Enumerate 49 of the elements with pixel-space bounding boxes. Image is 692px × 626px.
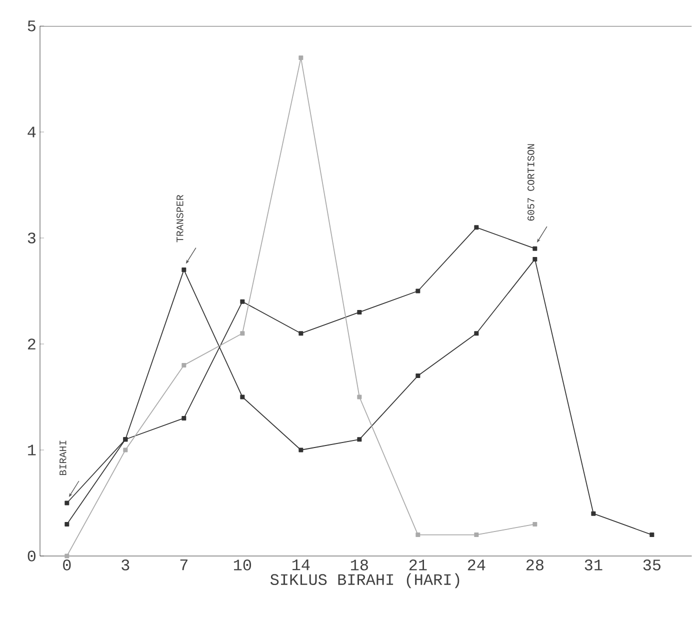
point [64, 500, 70, 506]
x-axis-title: SIKLUS BIRAHI (HARI) [270, 573, 460, 588]
point [474, 331, 479, 336]
y-tick-label: 1 [28, 444, 36, 456]
point [298, 56, 304, 60]
point [591, 511, 596, 516]
y-tick-label: 4 [28, 126, 36, 138]
y-tick-label: 3 [28, 232, 36, 244]
x-tick-label: 28 [526, 560, 544, 570]
x-tick-label: 21 [409, 560, 427, 570]
point [357, 310, 362, 314]
annotation: BIRAHI [60, 440, 66, 476]
point [416, 532, 420, 538]
point [298, 331, 304, 336]
point [357, 437, 362, 442]
y-tick-label: 5 [28, 20, 36, 32]
point [64, 522, 70, 526]
point [650, 532, 654, 538]
x-tick-label: 0 [63, 560, 71, 570]
x-tick-label: 7 [180, 560, 188, 570]
point [532, 522, 538, 526]
point [416, 288, 420, 294]
point [182, 362, 186, 368]
point [532, 246, 538, 251]
annotation: TRANSPER [176, 194, 184, 242]
point [182, 416, 186, 420]
point [532, 256, 538, 262]
x-tick-label: 10 [234, 560, 252, 570]
point [474, 225, 479, 230]
x-tick-label: 18 [350, 560, 368, 570]
point [123, 437, 128, 442]
x-tick-label: 31 [584, 560, 602, 570]
point [416, 374, 420, 378]
x-tick-label: 14 [292, 560, 310, 570]
point [240, 299, 245, 304]
x-tick-label: 3 [122, 560, 130, 570]
point [298, 448, 304, 452]
x-tick-label: 35 [643, 560, 660, 570]
annotation: 6057 CORTISON [528, 144, 534, 221]
point [123, 448, 128, 452]
point [240, 394, 245, 400]
y-tick-label: 0 [28, 550, 36, 562]
point [474, 532, 479, 538]
point [240, 331, 245, 336]
point [182, 268, 186, 272]
x-tick-label: 24 [468, 560, 486, 570]
y-tick-label: 2 [28, 338, 36, 350]
point [357, 394, 362, 400]
point [64, 554, 70, 558]
